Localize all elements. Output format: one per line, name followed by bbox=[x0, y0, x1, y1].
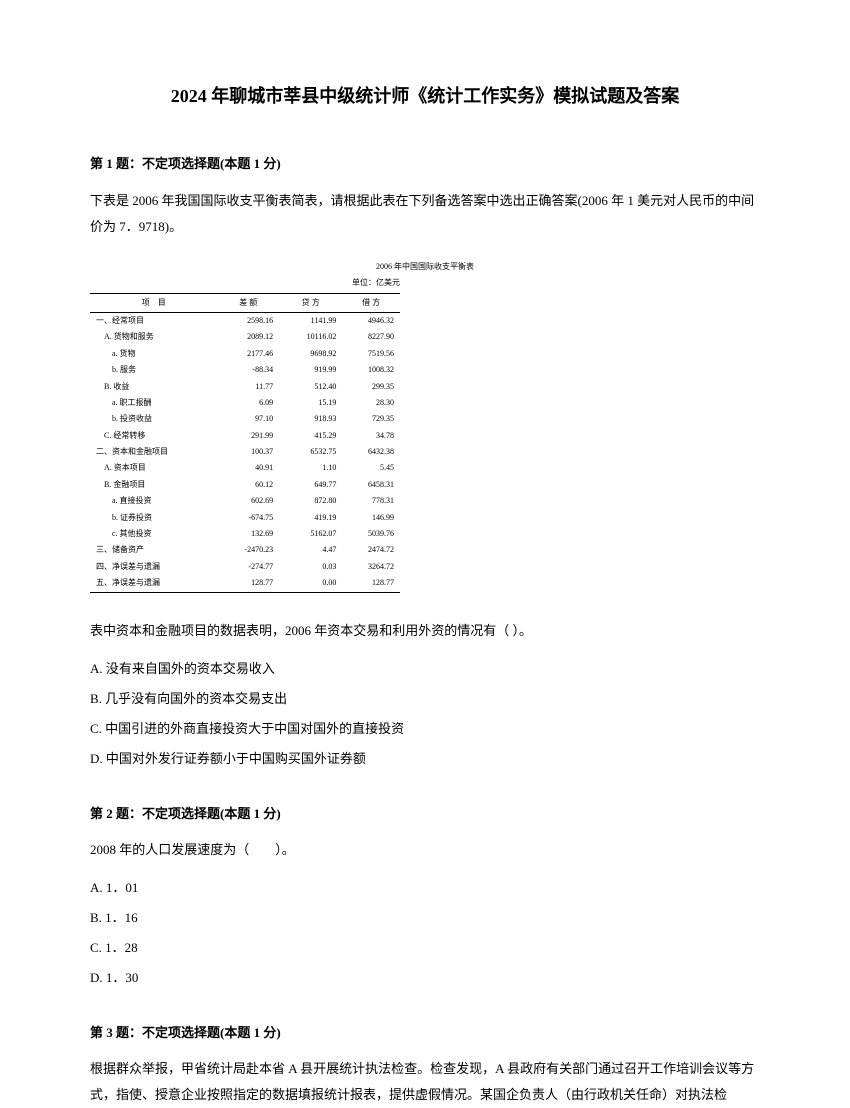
table-cell: a. 职工报酬 bbox=[90, 395, 217, 411]
table-cell: 15.19 bbox=[279, 395, 342, 411]
table-header: 借 方 bbox=[342, 293, 400, 312]
table-cell: B. 金融项目 bbox=[90, 477, 217, 493]
table-cell: 872.80 bbox=[279, 493, 342, 509]
table-cell: 2177.46 bbox=[217, 346, 279, 362]
table-cell: 五、净误差与遗漏 bbox=[90, 575, 217, 592]
q1-option-d: D. 中国对外发行证券额小于中国购买国外证券额 bbox=[90, 746, 760, 772]
table-cell: 0.00 bbox=[279, 575, 342, 592]
table-cell: 5162.07 bbox=[279, 526, 342, 542]
q2-option-b: B. 1．16 bbox=[90, 905, 760, 931]
table-cell: 3264.72 bbox=[342, 559, 400, 575]
q1-sub-question: 表中资本和金融项目的数据表明，2006 年资本交易和利用外资的情况有（ ）。 bbox=[90, 618, 760, 644]
table-cell: 2474.72 bbox=[342, 542, 400, 558]
q1-body: 下表是 2006 年我国国际收支平衡表简表，请根据此表在下列备选答案中选出正确答… bbox=[90, 188, 760, 240]
q2-options: A. 1．01 B. 1．16 C. 1．28 D. 1．30 bbox=[90, 875, 760, 991]
table-cell: 128.77 bbox=[342, 575, 400, 592]
table-cell: 5039.76 bbox=[342, 526, 400, 542]
table-cell: 729.35 bbox=[342, 411, 400, 427]
table-cell: 9698.92 bbox=[279, 346, 342, 362]
table-cell: 7519.56 bbox=[342, 346, 400, 362]
q3-header: 第 3 题：不定项选择题(本题 1 分) bbox=[90, 1021, 760, 1044]
table-cell: 299.35 bbox=[342, 379, 400, 395]
table-cell: 34.78 bbox=[342, 428, 400, 444]
q2-option-a: A. 1．01 bbox=[90, 875, 760, 901]
table-cell: 778.31 bbox=[342, 493, 400, 509]
table-cell: a. 货物 bbox=[90, 346, 217, 362]
q1-table: 项 目 差 额 贷 方 借 方 一、经常项目2598.161141.994946… bbox=[90, 293, 400, 593]
q1-table-title: 2006 年中国国际收支平衡表 bbox=[90, 260, 760, 276]
table-header: 差 额 bbox=[217, 293, 279, 312]
table-cell: 415.29 bbox=[279, 428, 342, 444]
table-cell: 919.99 bbox=[279, 362, 342, 378]
table-cell: 1141.99 bbox=[279, 312, 342, 329]
table-cell: 28.30 bbox=[342, 395, 400, 411]
table-cell: 5.45 bbox=[342, 460, 400, 476]
table-cell: 97.10 bbox=[217, 411, 279, 427]
table-cell: 10116.02 bbox=[279, 329, 342, 345]
table-cell: B. 收益 bbox=[90, 379, 217, 395]
table-header: 贷 方 bbox=[279, 293, 342, 312]
table-cell: b. 服务 bbox=[90, 362, 217, 378]
q2-option-d: D. 1．30 bbox=[90, 965, 760, 991]
table-cell: A. 货物和服务 bbox=[90, 329, 217, 345]
table-cell: 100.37 bbox=[217, 444, 279, 460]
q1-header: 第 1 题：不定项选择题(本题 1 分) bbox=[90, 152, 760, 175]
table-cell: 6458.31 bbox=[342, 477, 400, 493]
table-cell: b. 投资收益 bbox=[90, 411, 217, 427]
table-cell: C. 经常转移 bbox=[90, 428, 217, 444]
table-cell: 146.99 bbox=[342, 510, 400, 526]
q1-table-container: 2006 年中国国际收支平衡表 单位：亿美元 项 目 差 额 贷 方 借 方 一… bbox=[90, 260, 760, 593]
table-cell: c. 其他投资 bbox=[90, 526, 217, 542]
table-cell: 6532.75 bbox=[279, 444, 342, 460]
table-header: 项 目 bbox=[90, 293, 217, 312]
table-cell: 2089.12 bbox=[217, 329, 279, 345]
table-cell: 128.77 bbox=[217, 575, 279, 592]
table-cell: -274.77 bbox=[217, 559, 279, 575]
q2-header: 第 2 题：不定项选择题(本题 1 分) bbox=[90, 802, 760, 825]
q1-option-a: A. 没有来自国外的资本交易收入 bbox=[90, 656, 760, 682]
table-cell: a. 直接投资 bbox=[90, 493, 217, 509]
table-cell: 132.69 bbox=[217, 526, 279, 542]
table-cell: 2598.16 bbox=[217, 312, 279, 329]
q1-table-unit: 单位：亿美元 bbox=[90, 276, 400, 292]
q2-option-c: C. 1．28 bbox=[90, 935, 760, 961]
table-cell: 四、净误差与遗漏 bbox=[90, 559, 217, 575]
table-cell: 918.93 bbox=[279, 411, 342, 427]
table-cell: 0.03 bbox=[279, 559, 342, 575]
table-cell: 60.12 bbox=[217, 477, 279, 493]
q1-option-b: B. 几乎没有向国外的资本交易支出 bbox=[90, 686, 760, 712]
table-cell: 4946.32 bbox=[342, 312, 400, 329]
table-cell: 602.69 bbox=[217, 493, 279, 509]
table-cell: 三、储备资产 bbox=[90, 542, 217, 558]
table-cell: 6.09 bbox=[217, 395, 279, 411]
table-cell: 649.77 bbox=[279, 477, 342, 493]
table-cell: 291.99 bbox=[217, 428, 279, 444]
table-cell: 4.47 bbox=[279, 542, 342, 558]
table-cell: 二、资本和金融项目 bbox=[90, 444, 217, 460]
table-cell: b. 证券投资 bbox=[90, 510, 217, 526]
q3-body: 根据群众举报，甲省统计局赴本省 A 县开展统计执法检查。检查发现，A 县政府有关… bbox=[90, 1056, 760, 1108]
table-cell: 40.91 bbox=[217, 460, 279, 476]
table-cell: 8227.90 bbox=[342, 329, 400, 345]
table-cell: 1.10 bbox=[279, 460, 342, 476]
table-cell: 11.77 bbox=[217, 379, 279, 395]
page-title: 2024 年聊城市莘县中级统计师《统计工作实务》模拟试题及答案 bbox=[90, 80, 760, 112]
table-cell: 6432.38 bbox=[342, 444, 400, 460]
table-cell: 512.40 bbox=[279, 379, 342, 395]
table-cell: -88.34 bbox=[217, 362, 279, 378]
table-cell: -2470.23 bbox=[217, 542, 279, 558]
table-cell: 1008.32 bbox=[342, 362, 400, 378]
q1-option-c: C. 中国引进的外商直接投资大于中国对国外的直接投资 bbox=[90, 716, 760, 742]
table-cell: A. 资本项目 bbox=[90, 460, 217, 476]
table-cell: 一、经常项目 bbox=[90, 312, 217, 329]
table-cell: 419.19 bbox=[279, 510, 342, 526]
q1-options: A. 没有来自国外的资本交易收入 B. 几乎没有向国外的资本交易支出 C. 中国… bbox=[90, 656, 760, 772]
table-cell: -674.75 bbox=[217, 510, 279, 526]
q2-body: 2008 年的人口发展速度为（ ）。 bbox=[90, 837, 760, 863]
